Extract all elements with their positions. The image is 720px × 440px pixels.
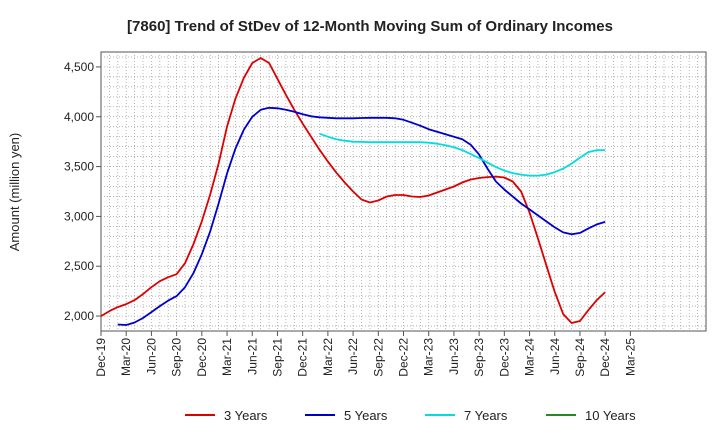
x-axis-ticks: Dec-19 Mar-20 Jun-20 Sep-20 Dec-20 Mar-21 Jun-…	[94, 331, 637, 377]
series-line-7-years	[319, 132, 606, 177]
legend: 3 Years 5 Years 7 Years 10 Years	[185, 408, 636, 423]
y-tick-label: 2,000	[64, 309, 94, 323]
y-tick-label: 3,000	[64, 209, 94, 223]
x-tick-label: Dec-22	[397, 338, 411, 377]
x-tick-label: Mar-21	[220, 338, 234, 376]
x-tick-label: Jun-20	[144, 338, 158, 375]
grid-lines	[101, 52, 706, 331]
chart-title: [7860] Trend of StDev of 12-Month Moving…	[127, 18, 613, 35]
y-tick-label: 4,000	[64, 110, 94, 124]
legend-label: 10 Years	[585, 408, 636, 423]
series-lines	[100, 57, 606, 326]
y-tick-label: 3,500	[64, 160, 94, 174]
plot-area	[100, 51, 707, 332]
x-tick-label: Jun-22	[346, 338, 360, 375]
x-tick-label: Dec-20	[195, 338, 209, 377]
series-line-3-years	[100, 57, 606, 324]
x-tick-label: Mar-20	[119, 338, 133, 376]
x-tick-label: Jun-24	[548, 338, 562, 375]
y-axis-label: Amount (million yen)	[7, 133, 22, 252]
legend-label: 7 Years	[464, 408, 508, 423]
x-tick-label: Jun-21	[245, 338, 259, 375]
x-tick-label: Sep-24	[573, 338, 587, 377]
y-tick-label: 4,500	[64, 60, 94, 74]
x-tick-label: Dec-24	[598, 338, 612, 377]
x-tick-label: Sep-23	[472, 338, 486, 377]
x-tick-label: Dec-21	[296, 338, 310, 377]
y-tick-label: 2,500	[64, 259, 94, 273]
series-line-5-years	[117, 106, 606, 326]
y-axis-ticks: 2,000 2,500 3,000 3,500 4,000 4,500	[64, 60, 101, 323]
x-tick-label: Dec-23	[497, 338, 511, 377]
x-tick-label: Sep-22	[371, 338, 385, 377]
legend-label: 5 Years	[344, 408, 388, 423]
x-tick-label: Mar-25	[623, 338, 637, 376]
x-tick-label: Sep-20	[170, 338, 184, 377]
x-tick-label: Jun-23	[447, 338, 461, 375]
x-tick-label: Mar-22	[321, 338, 335, 376]
x-tick-label: Mar-23	[422, 338, 436, 376]
legend-label: 3 Years	[224, 408, 268, 423]
x-tick-label: Dec-19	[94, 338, 108, 377]
x-tick-label: Mar-24	[523, 338, 537, 376]
x-tick-label: Sep-21	[270, 338, 284, 377]
